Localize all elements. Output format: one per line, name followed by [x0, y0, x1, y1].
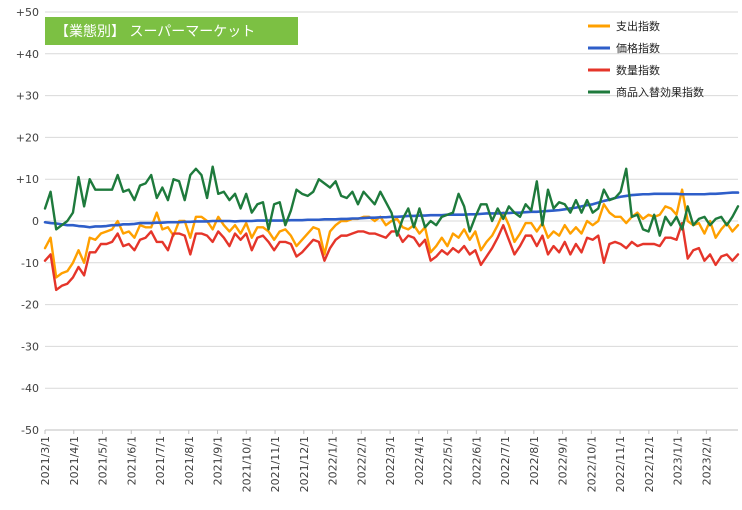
- y-tick-label: +50: [16, 6, 39, 19]
- x-tick-label: 2021/3/1: [39, 436, 52, 485]
- y-tick-label: +20: [16, 131, 39, 144]
- x-tick-label: 2021/11/1: [269, 436, 282, 492]
- y-tick-label: -10: [21, 257, 39, 270]
- x-tick-label: 2021/8/1: [183, 436, 196, 485]
- y-tick-label: -40: [21, 382, 39, 395]
- x-tick-label: 2022/11/1: [614, 436, 627, 492]
- chart-title-background: [45, 17, 298, 45]
- x-tick-label: 2022/6/1: [470, 436, 483, 485]
- x-tick-label: 2021/7/1: [154, 436, 167, 485]
- y-tick-label: -30: [21, 340, 39, 353]
- series-line-2: [43, 221, 740, 292]
- x-tick-label: 2021/6/1: [125, 436, 138, 485]
- x-tick-label: 2022/1/1: [327, 436, 340, 485]
- y-tick-label: -20: [21, 299, 39, 312]
- legend-label: 数量指数: [616, 63, 660, 77]
- x-tick-label: 2022/5/1: [442, 436, 455, 485]
- y-tick-label: +40: [16, 48, 39, 61]
- x-tick-label: 2022/9/1: [557, 436, 570, 485]
- x-tick-label: 2022/7/1: [499, 436, 512, 485]
- x-tick-label: 2022/10/1: [585, 436, 598, 492]
- x-tick-label: 2023/2/1: [700, 436, 713, 485]
- y-tick-label: +30: [16, 90, 39, 103]
- x-tick-label: 2022/3/1: [384, 436, 397, 485]
- series-lines: [43, 165, 740, 292]
- y-axis: +50 +40 +30 +20 +10 0 -10 -20 -30 -40 -50: [16, 6, 39, 437]
- x-tick-label: 2021/10/1: [240, 436, 253, 492]
- x-tick-label: 2022/8/1: [528, 436, 541, 485]
- chart-title-text: 【業態別】 スーパーマーケット: [55, 24, 255, 40]
- x-tick-label: 2022/2/1: [355, 436, 368, 485]
- x-tick-label: 2021/12/1: [298, 436, 311, 492]
- x-tick-label: 2021/4/1: [68, 436, 81, 485]
- x-tick-label: 2021/9/1: [212, 436, 225, 485]
- legend-label: 価格指数: [616, 41, 660, 55]
- legend-label: 商品入替効果指数: [616, 85, 704, 99]
- y-tick-label: 0: [32, 215, 39, 228]
- x-tick-label: 2022/4/1: [413, 436, 426, 485]
- x-tick-label: 2021/5/1: [97, 436, 110, 485]
- chart-title: 【業態別】 スーパーマーケット: [45, 17, 298, 45]
- x-axis: 2021/3/1 2021/4/1 2021/5/1 2021/6/1 2021/7/1…: [39, 429, 738, 492]
- y-tick-label: -50: [21, 424, 39, 437]
- y-tick-label: +10: [16, 173, 39, 186]
- series-line-3: [43, 165, 740, 237]
- x-tick-label: 2022/12/1: [643, 436, 656, 492]
- legend-label: 支出指数: [616, 19, 660, 33]
- x-tick-label: 2023/1/1: [672, 436, 685, 485]
